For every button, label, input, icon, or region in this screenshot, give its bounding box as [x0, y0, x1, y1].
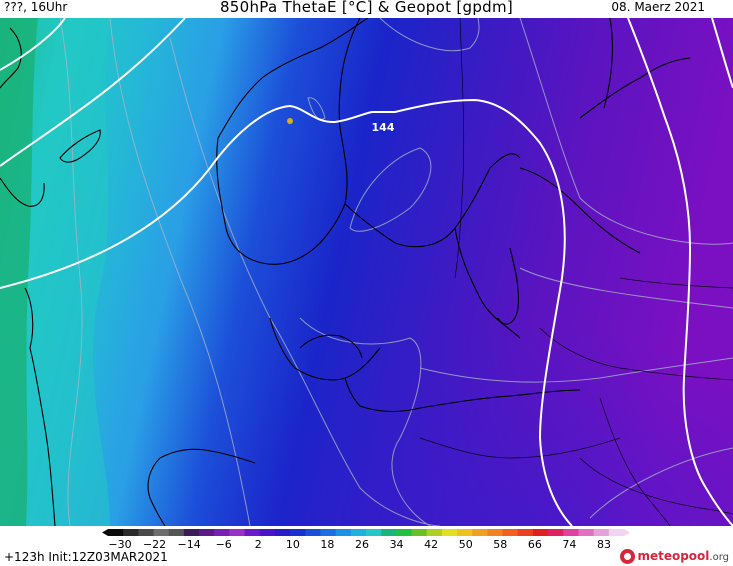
coastlines	[0, 18, 691, 526]
map-title: 850hPa ThetaE [°C] & Geopot [gpdm]	[219, 0, 514, 16]
color-scale-ticks: −30 −22 −14 −6 2 10 18 26 34 42 50 58 66 74 83	[102, 538, 630, 552]
footer: −30 −22 −14 −6 2 10 18 26 34 42 50 58 66 74 83 +123h I…	[0, 526, 733, 566]
color-scale-tick-label: 66	[527, 538, 542, 551]
color-scale-segment	[259, 529, 276, 536]
color-scale-tick-label: −6	[215, 538, 232, 551]
color-scale-tick-label: 58	[493, 538, 508, 551]
color-scale-segment	[366, 529, 382, 536]
color-scale-segment	[320, 529, 337, 536]
color-scale-tick-label: 83	[597, 538, 611, 551]
thetae-band-teal	[26, 18, 110, 526]
init-time-label: +123h Init:12Z03MAR2021	[4, 550, 168, 564]
color-scale-segment	[350, 529, 367, 536]
color-scale-segment	[563, 529, 579, 536]
contour-label-bg	[372, 120, 394, 134]
color-scale-segment	[608, 529, 625, 536]
borders	[419, 18, 733, 526]
color-scale-tick-label: 2	[254, 538, 262, 551]
logo-main: meteopool	[637, 549, 710, 563]
color-scale-bar	[102, 529, 630, 536]
color-scale-segment	[290, 529, 306, 536]
meteopool-logo[interactable]: meteopool.org	[620, 548, 729, 564]
contour-label: 144	[372, 121, 395, 134]
color-scale-segment	[532, 529, 549, 536]
geopot-contour-1	[0, 18, 66, 71]
date-label: 08. Maerz 2021	[611, 0, 705, 14]
marker-dot	[287, 118, 293, 124]
geopot-contour-3	[0, 98, 573, 526]
logo-icon	[620, 548, 636, 564]
color-scale-segment	[214, 529, 230, 536]
color-scale-tick-label: 18	[320, 538, 335, 551]
color-scale-tick-label: 74	[562, 538, 577, 551]
logo-tld: .org	[709, 552, 729, 563]
color-scale-segment	[426, 529, 443, 536]
color-scale-segment	[244, 529, 261, 536]
color-scale-segment	[199, 529, 215, 536]
color-scale-tick-label: 50	[458, 538, 473, 551]
color-scale-tick-label: 26	[355, 538, 369, 551]
color-scale-segment	[411, 529, 428, 536]
color-scale-segment	[502, 529, 519, 536]
color-scale-segment	[487, 529, 504, 536]
color-scale-segment	[593, 529, 610, 536]
geopot-contour-4	[627, 18, 733, 526]
color-scale-segment	[578, 529, 595, 536]
geopotential-contours	[0, 18, 733, 526]
color-scale-segment	[274, 529, 291, 536]
geopot-contour-5	[711, 18, 733, 89]
color-scale-segment	[472, 529, 488, 536]
color-scale-segment	[517, 529, 534, 536]
color-scale-tick-label: −22	[142, 538, 167, 551]
color-scale-segment	[335, 529, 352, 536]
color-scale-tick-label: 10	[285, 538, 300, 551]
header: ???, 16Uhr 850hPa ThetaE [°C] & Geopot […	[0, 0, 733, 18]
color-scale-segment	[138, 529, 155, 536]
logo-text: meteopool.org	[637, 549, 729, 563]
color-scale-segment	[305, 529, 321, 536]
geopot-contour-2	[0, 18, 186, 167]
valid-time-label: ???, 16Uhr	[4, 0, 68, 14]
color-scale-segment	[108, 529, 124, 536]
weather-map: 144	[0, 18, 733, 526]
color-scale-segment	[153, 529, 170, 536]
color-scale-segment	[396, 529, 413, 536]
color-scale-segment	[229, 529, 246, 536]
color-scale-segment	[123, 529, 139, 536]
color-scale-segment	[168, 529, 185, 536]
color-scale-segment	[457, 529, 473, 536]
map-canvas: 144	[0, 18, 733, 526]
thetae-shading	[0, 18, 733, 526]
color-scale-segment	[381, 529, 397, 536]
color-scale-tick-label: 42	[424, 538, 439, 551]
color-scale-tick-label: −14	[177, 538, 201, 551]
color-scale-tick-label: 34	[389, 538, 404, 551]
color-scale-segment	[183, 529, 200, 536]
color-scale-segment	[441, 529, 458, 536]
color-scale-tick-label: −30	[108, 538, 132, 551]
color-scale-segment	[548, 529, 564, 536]
